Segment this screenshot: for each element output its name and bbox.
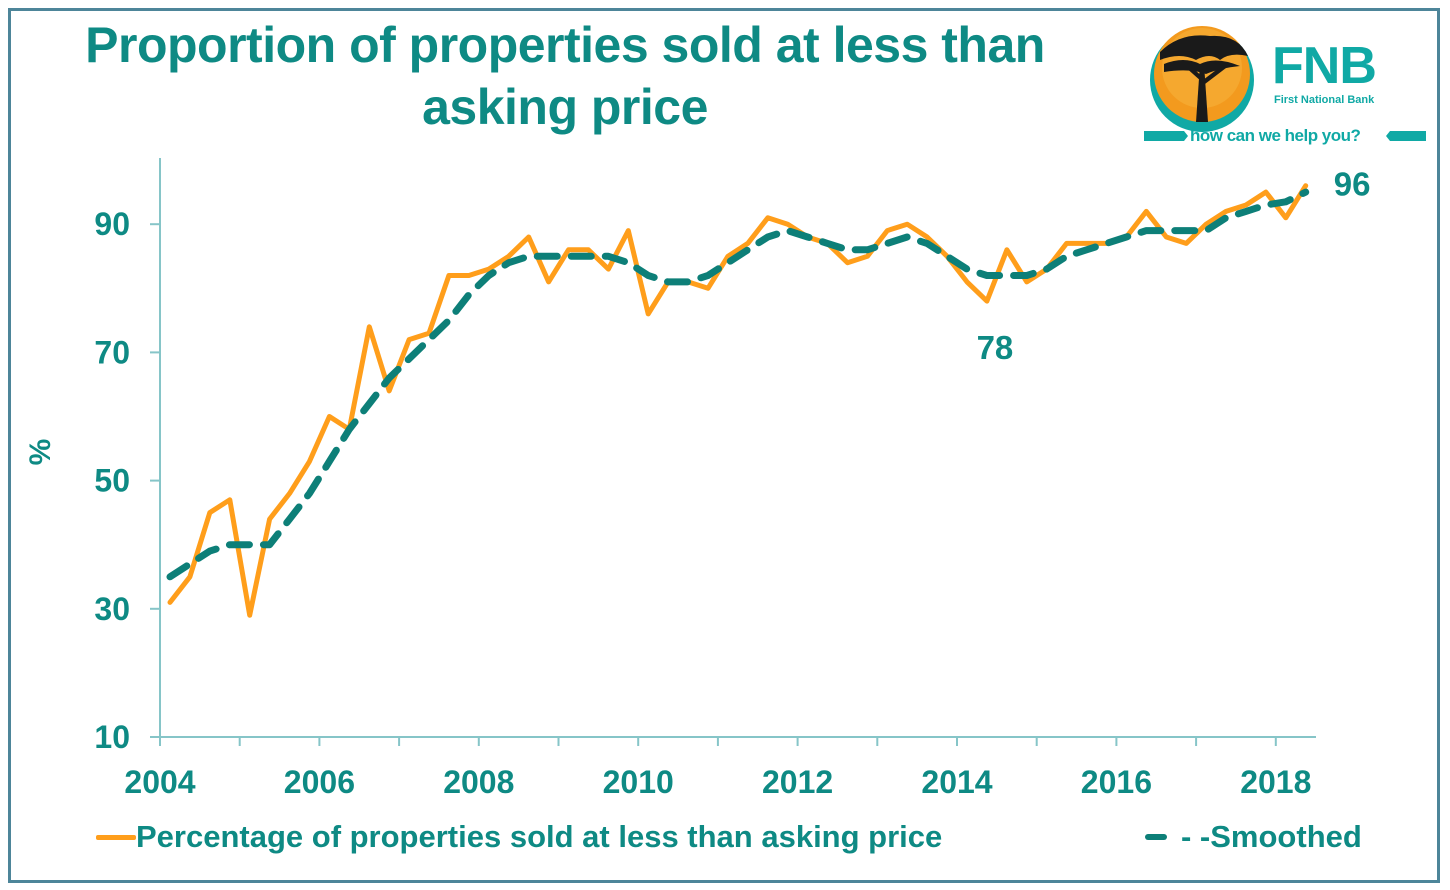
y-tick-label: 10 xyxy=(94,719,130,755)
fnb-tagline: how can we help you? xyxy=(1190,126,1361,145)
chart-frame xyxy=(8,8,1440,883)
legend-label-actual: Percentage of properties sold at less th… xyxy=(136,819,943,854)
y-axis-label: % xyxy=(24,439,57,466)
x-tick-label: 2004 xyxy=(124,764,195,800)
legend-swatch-solid xyxy=(96,834,136,840)
x-tick-label: 2010 xyxy=(603,764,674,800)
y-tick-label: 90 xyxy=(94,206,130,242)
x-tick-label: 2006 xyxy=(284,764,355,800)
legend-swatch-dashed xyxy=(1145,834,1167,840)
x-tick-label: 2012 xyxy=(762,764,833,800)
y-tick-label: 30 xyxy=(94,591,130,627)
x-tick-label: 2008 xyxy=(443,764,514,800)
annotation-latest: 96 xyxy=(1334,166,1371,203)
series-layer xyxy=(166,183,1310,618)
axes: 10 30 50 70 90 2004 2006 2008 2010 2012 2014 2016 20… xyxy=(94,158,1316,800)
x-tick-label: 2014 xyxy=(921,764,992,800)
y-tick-label: 70 xyxy=(94,334,130,370)
y-tick-label: 50 xyxy=(94,463,130,499)
series-line-actual xyxy=(167,183,1309,618)
legend-item-smoothed: - -Smoothed xyxy=(1145,814,1362,860)
chart-title: Proportion of properties sold at less th… xyxy=(85,17,1045,135)
fnb-logo xyxy=(1150,26,1254,132)
fnb-brand: FNB xyxy=(1272,37,1377,95)
legend-item-actual: Percentage of properties sold at less th… xyxy=(96,814,942,860)
acacia-tree-sun-icon xyxy=(1150,26,1254,132)
fnb-subtitle: First National Bank xyxy=(1274,94,1375,106)
legend-label-smoothed: - -Smoothed xyxy=(1181,819,1362,854)
annotation-low: 78 xyxy=(977,329,1014,366)
x-tick-label: 2018 xyxy=(1240,764,1311,800)
annotations: 78 96 xyxy=(977,166,1371,366)
tagline-bars xyxy=(1144,131,1426,141)
series-line-smoothed xyxy=(166,188,1310,581)
x-tick-label: 2016 xyxy=(1081,764,1152,800)
